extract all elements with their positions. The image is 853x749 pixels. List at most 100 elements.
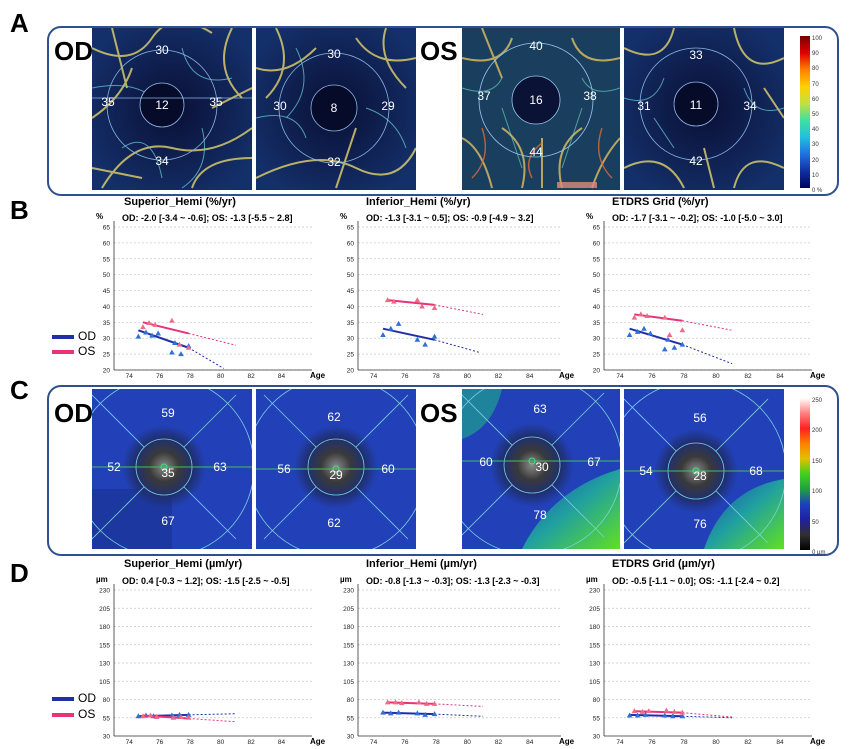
thickness-os-visit1-svg <box>462 389 620 549</box>
od-projection-line <box>682 344 733 365</box>
os-data-point <box>153 714 160 720</box>
colorbar-a-tick: 80 <box>812 66 819 73</box>
os-data-point <box>631 708 638 714</box>
c-od2-center-value: 29 <box>329 468 343 482</box>
od-data-point <box>431 711 438 717</box>
x-tick-label: 80 <box>712 739 720 746</box>
os-data-point <box>414 297 421 303</box>
od-data-point <box>679 713 686 719</box>
os-data-point <box>663 707 670 713</box>
os-data-point <box>384 699 391 705</box>
y-tick-label: 130 <box>99 661 110 668</box>
y-tick-label: 105 <box>99 679 110 686</box>
x-tick-label: 84 <box>278 373 286 380</box>
y-tick-label: 180 <box>99 624 110 631</box>
os1-nasal-value: 37 <box>477 89 491 103</box>
x-tick-label: 78 <box>187 739 195 746</box>
chart-d1-title: Superior_Hemi (µm/yr) <box>124 558 243 570</box>
os-data-point <box>178 714 184 720</box>
x-tick-label: 76 <box>401 373 409 380</box>
od-data-point <box>380 709 386 715</box>
chart-d2: 30 55 80 105 130 155 180 205 230 74 76 78 80 82 84 µm Ag… <box>340 575 575 746</box>
c-os2-inferior-value: 76 <box>693 517 707 531</box>
thickness-od-visit2-svg <box>256 389 416 549</box>
os-projection-line <box>434 304 484 315</box>
chart-b3: 20 25 30 35 40 45 50 55 60 65 74 76 78 80 82 84% Age <box>586 212 826 380</box>
os2-temporal-value: 34 <box>743 99 757 113</box>
y-axis-label: µm <box>586 575 598 584</box>
panel-c-os-label: OS <box>420 398 458 428</box>
od-data-point <box>431 333 438 339</box>
x-tick-label: 80 <box>217 373 225 380</box>
os-data-point <box>140 324 146 330</box>
os2-superior-value: 33 <box>689 48 703 62</box>
od2-center-value: 8 <box>330 101 338 115</box>
y-tick-label: 30 <box>593 734 601 741</box>
od-data-point <box>414 710 421 716</box>
x-tick-label: 84 <box>776 739 784 746</box>
panel-a-od-label: OD <box>54 36 93 66</box>
od2-superior-value: 30 <box>327 47 341 61</box>
colorbar-c-tick: 100 <box>812 489 823 496</box>
y-tick-label: 55 <box>103 256 111 263</box>
y-tick-label: 20 <box>347 368 355 375</box>
od-data-point <box>422 711 428 717</box>
y-tick-label: 55 <box>347 256 355 263</box>
c-os2-superior-value: 56 <box>693 411 707 425</box>
od-data-point <box>662 346 668 352</box>
od-data-point <box>380 332 386 338</box>
y-tick-label: 130 <box>589 661 600 668</box>
y-tick-label: 20 <box>593 368 601 375</box>
os-data-point <box>169 317 175 323</box>
x-axis-label: Age <box>810 371 826 380</box>
panel-a-os-label: OS <box>420 36 458 66</box>
colorbar-c-tick: 250 <box>812 398 823 404</box>
y-tick-label: 55 <box>593 715 601 722</box>
angio-od-visit1: 30 35 12 35 34 <box>92 28 252 190</box>
legend-od-swatch-d <box>52 697 74 701</box>
os-data-point <box>646 708 652 714</box>
os-data-point <box>384 297 391 303</box>
c-od2-nasal-value: 60 <box>381 462 395 476</box>
c-os2-center-value: 28 <box>693 469 707 483</box>
od-data-point <box>626 332 633 338</box>
x-tick-label: 76 <box>401 739 409 746</box>
chart-b3-title: ETDRS Grid (%/yr) <box>612 196 709 208</box>
x-tick-label: 82 <box>247 739 255 746</box>
x-tick-label: 74 <box>126 373 134 380</box>
chart-b2: 20 25 30 35 40 45 50 55 60 65 74 76 78 80 82 84% Age <box>340 212 575 380</box>
y-tick-label: 80 <box>103 697 111 704</box>
y-tick-label: 30 <box>103 336 111 343</box>
colorbar-a-tick: 20 <box>812 157 819 164</box>
panel-c-colorbar <box>800 398 810 550</box>
x-tick-label: 80 <box>217 739 225 746</box>
os-projection-line <box>188 332 236 346</box>
legend-os-swatch-b <box>52 350 74 354</box>
y-tick-label: 30 <box>347 734 355 741</box>
panel-a-colorbar-ticks: 100 90 80 70 60 50 40 30 20 10 0 % <box>812 32 838 194</box>
y-tick-label: 230 <box>589 588 600 595</box>
thickness-os-visit1: 63 60 30 67 78 <box>462 389 620 549</box>
panel-label-a: A <box>10 8 29 38</box>
y-axis-label: µm <box>340 575 352 584</box>
c-os1-nasal-value: 60 <box>479 455 493 469</box>
od-projection-line <box>188 347 224 369</box>
panel-c-colorbar-ticks: 250 200 150 100 50 0 µm <box>812 394 840 556</box>
os-data-point <box>639 708 646 714</box>
panel-a-colorbar <box>800 36 810 188</box>
colorbar-a-tick: 90 <box>812 51 819 58</box>
y-tick-label: 155 <box>343 642 354 649</box>
x-axis-label: Age <box>310 737 326 746</box>
angio-od-visit2-svg <box>256 28 416 190</box>
y-tick-label: 30 <box>347 336 355 343</box>
c-od1-temporal-value: 52 <box>107 460 121 474</box>
x-axis-label: Age <box>559 737 575 746</box>
colorbar-c-tick: 150 <box>812 458 823 465</box>
os1-superior-value: 40 <box>529 39 543 53</box>
y-tick-label: 40 <box>103 304 111 311</box>
x-tick-label: 78 <box>432 373 440 380</box>
y-tick-label: 30 <box>103 734 111 741</box>
y-tick-label: 105 <box>589 679 600 686</box>
colorbar-c-tick: 0 µm <box>812 550 826 556</box>
os-data-point <box>644 312 650 318</box>
